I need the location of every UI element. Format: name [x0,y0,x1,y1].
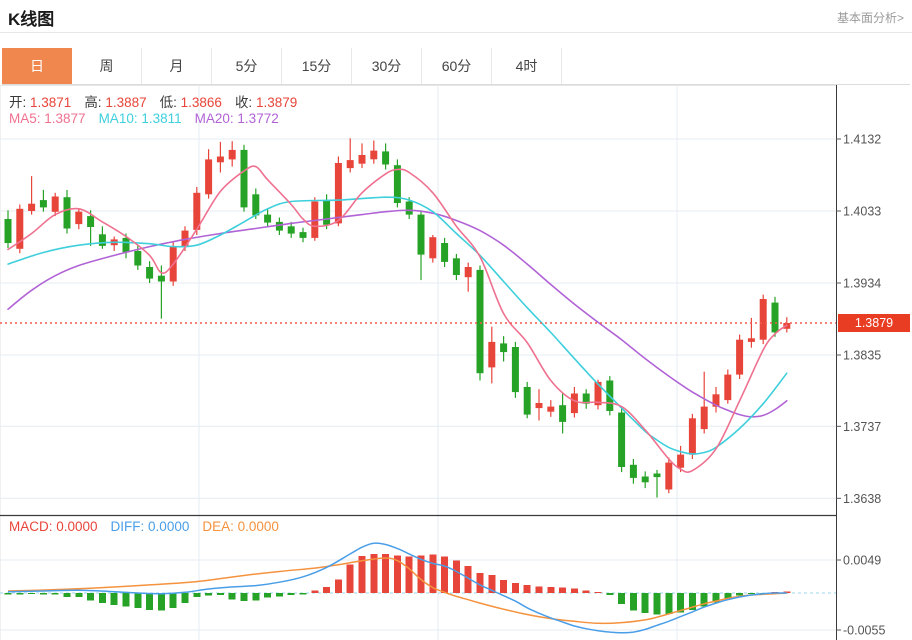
candles [4,138,791,498]
kline-chart-canvas[interactable]: 1.4132 1.4033 1.3934 1.3835 1.3737 1.3638 0.00… [0,85,912,640]
y-axis-labels: 1.4132 1.4033 1.3934 1.3835 1.3737 1.3638 0.00… [836,133,885,638]
macd-lines [7,542,787,634]
ohlc-legend: 开: 1.3871 高: 1.3887 低: 1.3866 收: 1.3879 [9,91,310,111]
legend-item: 开: 1.3871 [9,95,72,110]
legend-item: DEA: 0.0000 [202,519,279,534]
tab-60分[interactable]: 60分 [422,48,492,84]
svg-text:1.4033: 1.4033 [843,205,881,219]
tab-15分[interactable]: 15分 [282,48,352,84]
dea-line [7,557,787,625]
legend-item: 高: 1.3887 [84,95,147,110]
legend-item: MA5: 1.3877 [9,111,86,126]
macd-legend: MACD: 0.0000 DIFF: 0.0000 DEA: 0.0000 [9,519,292,534]
ma-lines [7,165,788,473]
legend-item: 低: 1.3866 [159,95,222,110]
tab-日[interactable]: 日 [2,48,72,84]
grid [0,85,836,640]
tab-月[interactable]: 月 [142,48,212,84]
svg-text:0.0049: 0.0049 [843,554,881,568]
legend-item: MA20: 1.3772 [194,111,279,126]
tab-周[interactable]: 周 [72,48,142,84]
legend-item: 收: 1.3879 [234,95,298,110]
tab-30分[interactable]: 30分 [352,48,422,84]
tab-4时[interactable]: 4时 [492,48,562,84]
ma-legend: MA5: 1.3877 MA10: 1.3811 MA20: 1.3772 [9,111,292,126]
page-title: K线图 [8,10,55,29]
svg-text:1.3835: 1.3835 [843,349,881,363]
period-tabs: 日周月 5分 15分 30分 60分 4时 [2,48,910,85]
header-divider [0,32,912,33]
ma5-line [7,165,788,473]
diff-line [7,542,787,634]
legend-item: MA10: 1.3811 [98,111,182,126]
svg-text:1.3737: 1.3737 [843,420,881,434]
macd-histogram [4,553,791,615]
legend-item: MACD: 0.0000 [9,519,98,534]
legend-item: DIFF: 0.0000 [110,519,190,534]
current-price-badge: 1.3879 [838,314,910,332]
svg-text:1.3638: 1.3638 [843,492,881,506]
tab-5分[interactable]: 5分 [212,48,282,84]
svg-text:1.3934: 1.3934 [843,277,881,291]
fundamental-analysis-link[interactable]: 基本面分析> [836,11,904,25]
svg-text:-0.0055: -0.0055 [843,624,885,638]
svg-text:1.4132: 1.4132 [843,133,881,147]
